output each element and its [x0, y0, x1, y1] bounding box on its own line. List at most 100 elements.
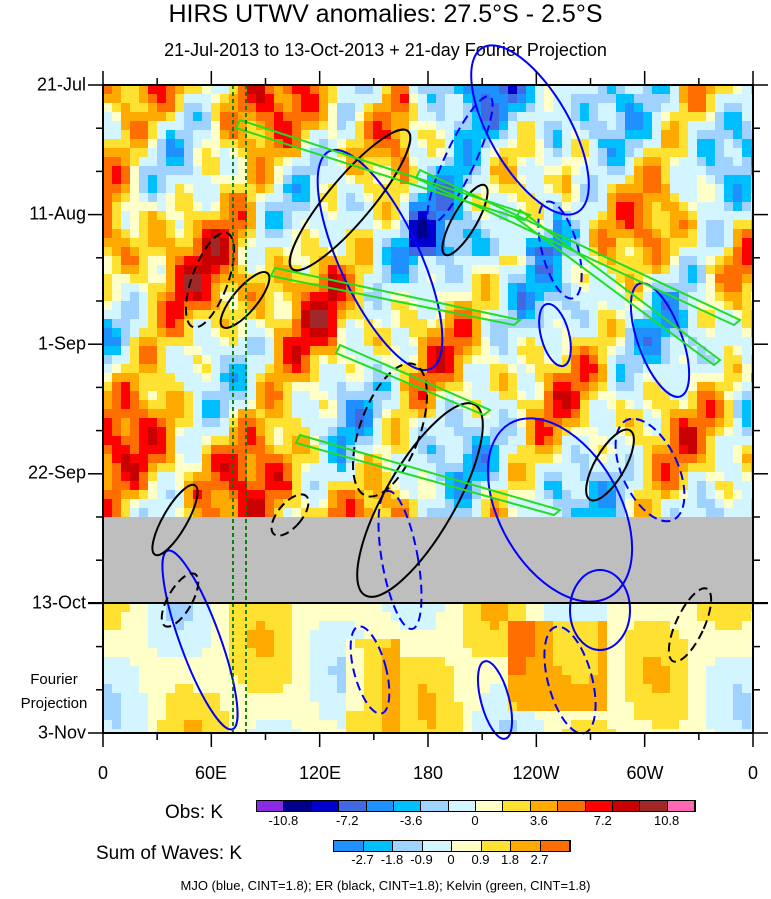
y-tick-label: 21-Jul	[36, 74, 86, 95]
obs-cell	[733, 247, 743, 257]
obs-cell	[139, 94, 149, 104]
obs-cell	[418, 427, 428, 437]
waves-cell	[481, 612, 491, 622]
waves-cell	[589, 648, 599, 658]
obs-cell	[508, 184, 518, 194]
obs-cell	[544, 211, 554, 221]
obs-cell	[589, 229, 599, 239]
obs-cell	[283, 175, 293, 185]
waves-cell	[184, 630, 194, 640]
obs-cell	[139, 220, 149, 230]
waves-cell	[634, 621, 644, 631]
obs-cell	[229, 310, 239, 320]
obs-cell	[103, 382, 113, 392]
waves-cell	[715, 648, 725, 658]
obs-cell	[625, 184, 635, 194]
waves-cell	[193, 612, 203, 622]
obs-cell	[571, 148, 581, 158]
obs-cell	[472, 364, 482, 374]
obs-cell	[454, 130, 464, 140]
obs-cell	[328, 436, 338, 446]
obs-cell	[724, 139, 734, 149]
waves-cell	[571, 621, 581, 631]
obs-cell	[688, 139, 698, 149]
obs-cell	[256, 481, 266, 491]
obs-cell	[625, 310, 635, 320]
waves-cell	[436, 675, 446, 685]
obs-cell	[112, 391, 122, 401]
obs-cell	[409, 328, 419, 338]
obs-cell	[247, 346, 257, 356]
obs-cell	[346, 391, 356, 401]
obs-cell	[634, 454, 644, 464]
obs-cell	[265, 202, 275, 212]
waves-cell	[292, 666, 302, 676]
obs-cell	[733, 265, 743, 275]
obs-cell	[247, 292, 257, 302]
waves-colorbar-label: -0.9	[410, 852, 433, 867]
obs-cell	[427, 445, 437, 455]
obs-cell	[103, 85, 113, 95]
waves-cell	[211, 666, 221, 676]
obs-cell	[742, 130, 752, 140]
obs-cell	[301, 274, 311, 284]
obs-cell	[499, 391, 509, 401]
waves-cell	[247, 612, 257, 622]
obs-cell	[265, 355, 275, 365]
obs-cell	[382, 175, 392, 185]
er-contour-positive	[151, 483, 199, 557]
waves-cell	[571, 675, 581, 685]
obs-cell	[220, 292, 230, 302]
waves-cell	[319, 612, 329, 622]
obs-cell	[454, 328, 464, 338]
obs-cell	[211, 454, 221, 464]
obs-cell	[580, 310, 590, 320]
obs-cell	[679, 355, 689, 365]
waves-cell	[373, 621, 383, 631]
obs-cell	[679, 265, 689, 275]
obs-cell	[211, 166, 221, 176]
obs-cell	[373, 274, 383, 284]
obs-cell	[211, 85, 221, 95]
obs-cell	[274, 391, 284, 401]
waves-cell	[103, 711, 113, 721]
obs-cell	[373, 355, 383, 365]
obs-cell	[463, 103, 473, 113]
obs-cell	[157, 94, 167, 104]
obs-cell	[292, 229, 302, 239]
obs-cell	[157, 328, 167, 338]
obs-cell	[733, 94, 743, 104]
waves-cell	[130, 711, 140, 721]
obs-cell	[472, 175, 482, 185]
obs-cell	[175, 175, 185, 185]
obs-cell	[472, 490, 482, 500]
waves-cell	[634, 720, 644, 730]
waves-cell	[481, 603, 491, 613]
waves-cell	[319, 630, 329, 640]
obs-cell	[535, 445, 545, 455]
obs-cell	[256, 319, 266, 329]
obs-cell	[373, 283, 383, 293]
waves-cell	[733, 657, 743, 667]
obs-cell	[220, 121, 230, 131]
obs-cell	[148, 94, 158, 104]
obs-cell	[670, 382, 680, 392]
obs-cell	[211, 418, 221, 428]
waves-cell	[490, 603, 500, 613]
waves-cell	[157, 630, 167, 640]
waves-cell	[526, 639, 536, 649]
obs-cell	[355, 319, 365, 329]
obs-cell	[427, 85, 437, 95]
waves-cell	[715, 684, 725, 694]
obs-cell	[373, 94, 383, 104]
obs-cell	[436, 211, 446, 221]
waves-cell	[625, 693, 635, 703]
obs-cell	[544, 274, 554, 284]
obs-cell	[319, 373, 329, 383]
waves-cell	[121, 648, 131, 658]
er-contour-positive	[585, 428, 635, 502]
waves-cell	[175, 675, 185, 685]
obs-cell	[346, 373, 356, 383]
obs-cell	[535, 130, 545, 140]
obs-cell	[589, 436, 599, 446]
